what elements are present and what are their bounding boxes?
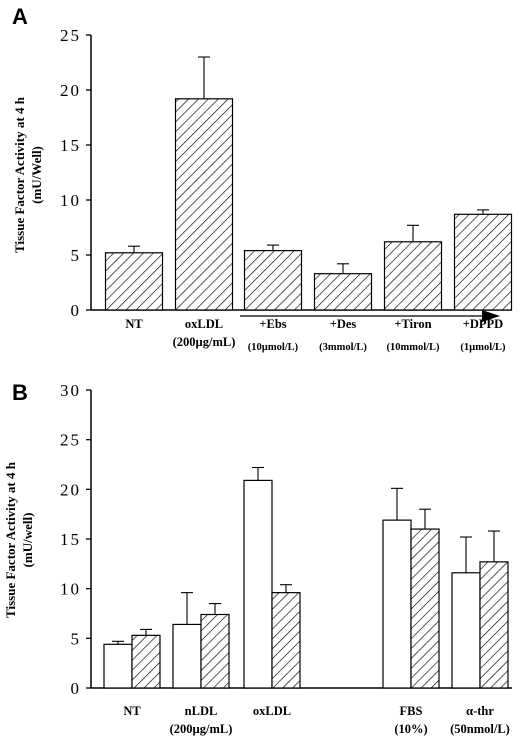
panel-a-bar	[243, 250, 303, 311]
panel-b-bar	[243, 479, 273, 689]
panel-b-bar	[479, 561, 509, 689]
panel-b-category-label: oxLDL	[253, 704, 291, 718]
panel-b-category-labels: NT nLDL (200µg/mL) oxLDL FBS (10%) α-thr (50nmo…	[123, 704, 510, 736]
panel-b-y-tick-label: 10	[60, 580, 81, 599]
panel-a-letter: A	[12, 4, 28, 29]
panel-b-ylabel-line2: (mU/well)	[20, 513, 35, 568]
panel-a-bar	[104, 252, 164, 311]
panel-b-bar	[451, 572, 481, 689]
panel-b-y-tick-label: 30	[60, 381, 81, 400]
panel-a-category-label: +Ebs	[259, 317, 286, 331]
panel-b-ylabel-line1: Tissue Factor Activity at 4 h	[3, 461, 18, 618]
panel-b-y-tick-label: 20	[60, 480, 81, 499]
panel-b-category-sublabel: (10%)	[394, 722, 427, 736]
panel-b-category-label: α-thr	[466, 704, 494, 718]
panel-a-y-tick-label: 0	[71, 301, 82, 320]
panel-a-ylabel-line1: Tissue Factor Activity at 4 h	[12, 96, 27, 253]
panel-b-category-sublabel: (50nmol/L)	[450, 722, 510, 736]
panel-b-bar	[172, 623, 202, 689]
panel-b-bars	[103, 466, 509, 689]
panel-b-y-tick-label: 15	[60, 530, 81, 549]
panel-b-y-tick-label: 5	[71, 629, 82, 648]
panel-b-bar	[200, 613, 230, 689]
panel-b-bar	[131, 634, 161, 689]
panel-b: B Tissue Factor Activity at 4 h (mU/well…	[3, 380, 512, 736]
panel-a-y-tick-label: 10	[60, 191, 81, 210]
panel-a-category-label: +DPPD	[463, 317, 503, 331]
panel-a-ylabel-line2: (mU/Well)	[29, 146, 44, 204]
panel-a-category-label: oxLDL	[185, 317, 223, 331]
panel-a-bar	[313, 273, 373, 311]
panel-b-bar	[410, 528, 440, 689]
panel-a-bars	[104, 56, 513, 311]
panel-b-y-tick-label: 0	[71, 679, 82, 698]
panel-a: A Tissue Factor Activity at 4 h (mU/Well…	[12, 4, 513, 353]
panel-b-y-tick-label: 25	[60, 431, 81, 450]
panel-b-category-label: FBS	[400, 704, 423, 718]
panel-b-bar	[382, 519, 412, 689]
panel-b-axes: 0 5 10 15 20 25 30	[60, 381, 512, 698]
panel-a-category-sublabel: (200µg/mL)	[173, 335, 236, 349]
panel-a-y-tick-label: 15	[60, 136, 81, 155]
panel-a-bar	[174, 98, 234, 311]
panel-b-letter: B	[12, 380, 28, 405]
panel-a-category-sublabel: (3mmol/L)	[319, 342, 367, 353]
panel-a-y-tick-label: 20	[60, 81, 81, 100]
panel-a-category-sublabel: (1µmol/L)	[460, 342, 506, 353]
panel-b-category-label: nLDL	[185, 704, 218, 718]
panel-a-y-tick-label: 5	[71, 246, 82, 265]
panel-b-bar	[271, 592, 301, 689]
panel-a-category-label: NT	[125, 317, 143, 331]
panel-a-annotation-arrowhead	[482, 310, 500, 322]
panel-a-category-sublabel: (10mmol/L)	[386, 342, 440, 353]
panel-a-bar	[453, 213, 513, 311]
panel-b-bar	[103, 643, 133, 689]
panel-a-bar	[383, 241, 443, 311]
panel-a-category-labels: NT oxLDL (200µg/mL) +Ebs (10µmol/L) +Des (3mmo…	[125, 310, 506, 353]
panel-b-category-label: NT	[123, 704, 141, 718]
panel-a-category-label: +Tiron	[394, 317, 431, 331]
panel-b-category-sublabel: (200µg/mL)	[170, 722, 233, 736]
panel-a-category-label: +Des	[330, 317, 357, 331]
panel-a-category-sublabel: (10µmol/L)	[248, 342, 299, 353]
panel-a-y-tick-label: 25	[60, 26, 81, 45]
